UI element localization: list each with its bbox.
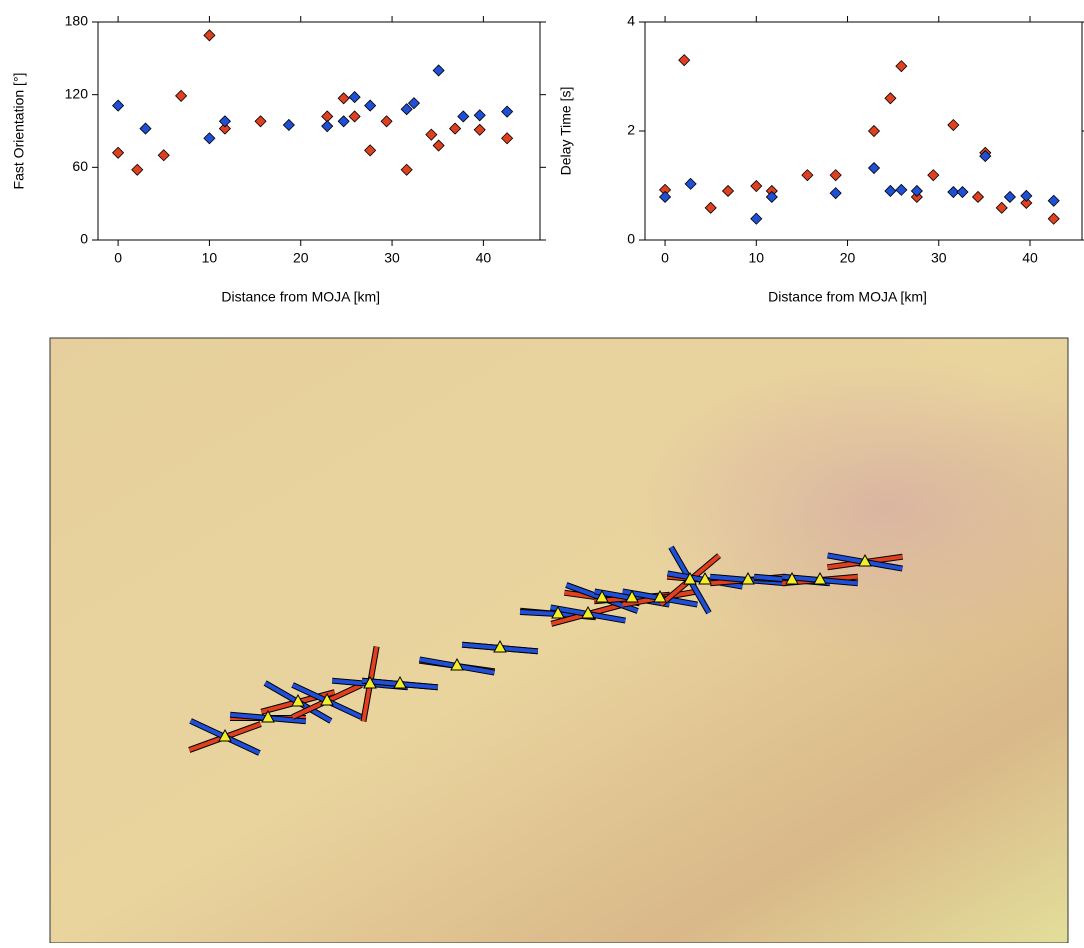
y-tick-label: 4 [627,13,635,29]
point [255,116,266,127]
point [1048,195,1059,206]
point [113,100,124,111]
point [679,55,690,66]
x-tick-label: 20 [293,250,309,266]
point [204,30,215,41]
point [957,187,968,198]
point [660,191,671,202]
point [502,133,513,144]
map-shade [50,338,1068,943]
point [1004,191,1015,202]
point [502,106,513,117]
point [338,116,349,127]
figure: 010203040060120180Distance from MOJA [km… [0,0,1084,943]
point [885,185,896,196]
x-tick-label: 30 [384,250,400,266]
point [132,164,143,175]
x-tick-label: 0 [661,250,669,266]
point [830,188,841,199]
point [219,116,230,127]
point [868,163,879,174]
point [433,65,444,76]
point [204,133,215,144]
point [365,100,376,111]
x-tick-label: 0 [114,250,122,266]
point [322,121,333,132]
point [365,145,376,156]
y-axis-label: Fast Orientation [°] [11,73,27,190]
point [474,124,485,135]
point [349,111,360,122]
point [868,126,879,137]
point [381,116,392,127]
point [996,202,1007,213]
point [426,129,437,140]
point [176,90,187,101]
y-tick-label: 0 [80,231,88,247]
point [751,181,762,192]
y-tick-label: 0 [627,231,635,247]
x-tick-label: 40 [1022,250,1038,266]
point [158,150,169,161]
point [830,170,841,181]
point [751,213,762,224]
point [349,92,360,103]
point [802,170,813,181]
y-tick-label: 60 [72,158,88,174]
point [896,61,907,72]
map [50,338,1068,943]
point [401,164,412,175]
point [928,170,939,181]
x-tick-label: 40 [476,250,492,266]
point [450,123,461,134]
y-tick-label: 2 [627,122,635,138]
x-tick-label: 10 [202,250,218,266]
point [972,191,983,202]
point [948,120,959,131]
plot-frame [98,22,540,240]
y-tick-label: 180 [65,13,89,29]
point [685,178,696,189]
point [338,93,349,104]
y-axis-label: Delay Time [s] [558,87,574,176]
point [113,147,124,158]
point [433,140,444,151]
x-tick-label: 10 [749,250,765,266]
point [458,111,469,122]
point [283,119,294,130]
point [723,185,734,196]
point [474,110,485,121]
x-tick-label: 20 [840,250,856,266]
point [1048,213,1059,224]
x-axis-label: Distance from MOJA [km] [768,289,927,305]
point [885,93,896,104]
point [1021,190,1032,201]
y-tick-label: 120 [65,85,89,101]
point [140,123,151,134]
point [896,184,907,195]
x-axis-label: Distance from MOJA [km] [221,289,380,305]
page: {"chart_data": [ {"type": "scatter", "y_… [0,0,1084,943]
x-tick-label: 30 [931,250,947,266]
point [705,202,716,213]
